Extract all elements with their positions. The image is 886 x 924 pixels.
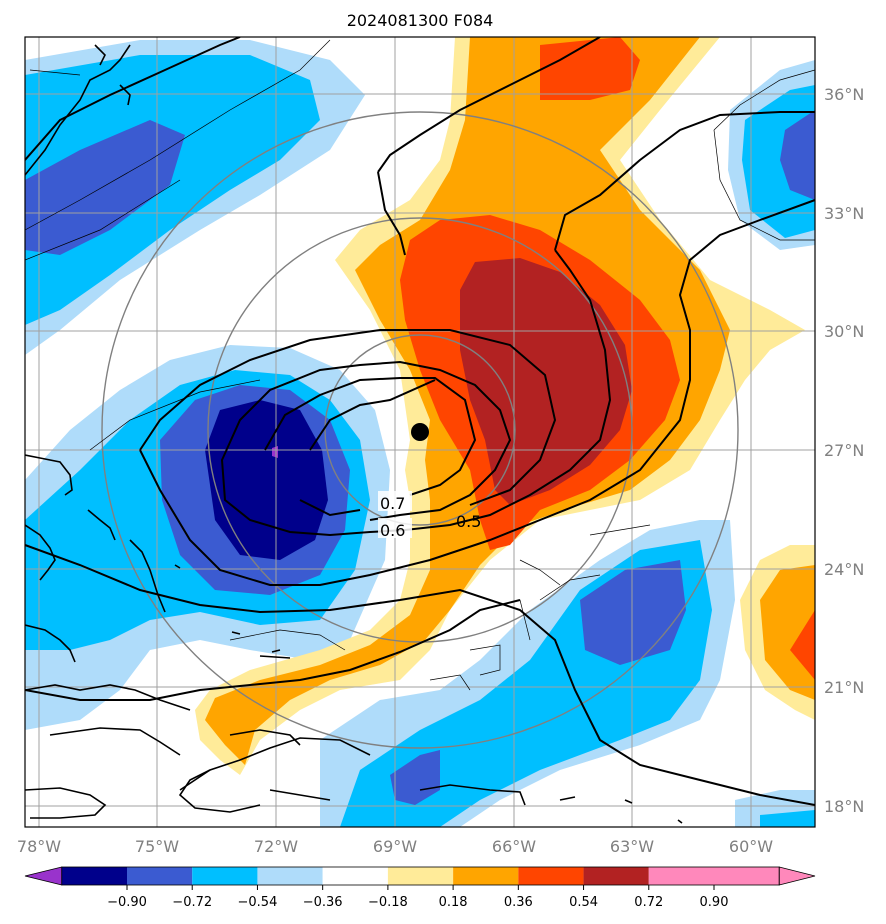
thin-contours <box>25 39 815 691</box>
lon-label: 66°W <box>492 837 536 856</box>
colorbar-tick-label: −0.72 <box>172 895 212 910</box>
colorbar-segment <box>453 867 519 885</box>
lon-label: 75°W <box>135 837 179 856</box>
colorbar-tick-label: −0.54 <box>238 895 278 910</box>
lon-label: 69°W <box>373 837 417 856</box>
colorbar-extend-max <box>778 866 816 886</box>
contour-label-0.5: 0.5 <box>456 512 481 531</box>
colorbar-tick-label: 0.18 <box>439 895 468 910</box>
bold-contours <box>25 37 815 806</box>
graticule <box>25 37 815 827</box>
colorbar-tick-label: 0.90 <box>700 895 729 910</box>
colorbar-segment <box>192 867 258 885</box>
map-frame <box>24 36 816 828</box>
contour-label-0.7: 0.7 <box>380 494 405 513</box>
lon-label: 72°W <box>254 837 298 856</box>
range-rings <box>101 111 739 749</box>
latitude-labels: 36°N 33°N 30°N 27°N 24°N 21°N 18°N <box>824 85 864 816</box>
colorbar: −0.90 −0.72 −0.54 −0.36 −0.18 0.18 0.36 0.54 0.7… <box>24 866 816 910</box>
lon-label: 60°W <box>729 837 773 856</box>
colorbar-extend-min <box>24 866 63 886</box>
colorbar-tick-label: −0.36 <box>303 895 343 910</box>
colorbar-segment <box>127 867 193 885</box>
colorbar-outline <box>61 866 780 886</box>
lat-label: 27°N <box>824 441 864 460</box>
colorbar-segment <box>61 867 127 885</box>
figure-title: 2024081300 F084 <box>347 11 494 30</box>
lat-label: 33°N <box>824 204 864 223</box>
colorbar-segment <box>714 867 780 885</box>
colorbar-tick-label: 0.72 <box>634 895 663 910</box>
coastlines <box>25 44 683 824</box>
colorbar-segment <box>583 867 649 885</box>
colorbar-tick-label: 0.54 <box>569 895 598 910</box>
negative-anomaly-field <box>25 40 815 827</box>
colorbar-segment <box>257 867 323 885</box>
colorbar-segment <box>518 867 584 885</box>
lat-label: 21°N <box>824 678 864 697</box>
colorbar-tick-label: 0.36 <box>504 895 533 910</box>
lat-label: 30°N <box>824 322 864 341</box>
colorbar-tick-label: −0.90 <box>107 895 147 910</box>
lat-label: 24°N <box>824 560 864 579</box>
contour-label-0.6: 0.6 <box>380 521 405 540</box>
positive-anomaly-field <box>195 37 815 775</box>
lon-label: 63°W <box>610 837 654 856</box>
lon-label: 78°W <box>17 837 61 856</box>
longitude-labels: 78°W 75°W 72°W 69°W 66°W 63°W 60°W <box>17 837 773 856</box>
colorbar-tick-label: −0.18 <box>368 895 408 910</box>
colorbar-segment <box>648 867 714 885</box>
lat-label: 18°N <box>824 797 864 816</box>
lat-label: 36°N <box>824 85 864 104</box>
map-panel: 0.7 0.6 0.5 <box>25 37 815 827</box>
contour-labels: 0.7 0.6 0.5 <box>378 491 481 540</box>
colorbar-segment <box>387 867 454 885</box>
storm-center-marker <box>411 423 429 441</box>
colorbar-segment <box>322 867 388 885</box>
